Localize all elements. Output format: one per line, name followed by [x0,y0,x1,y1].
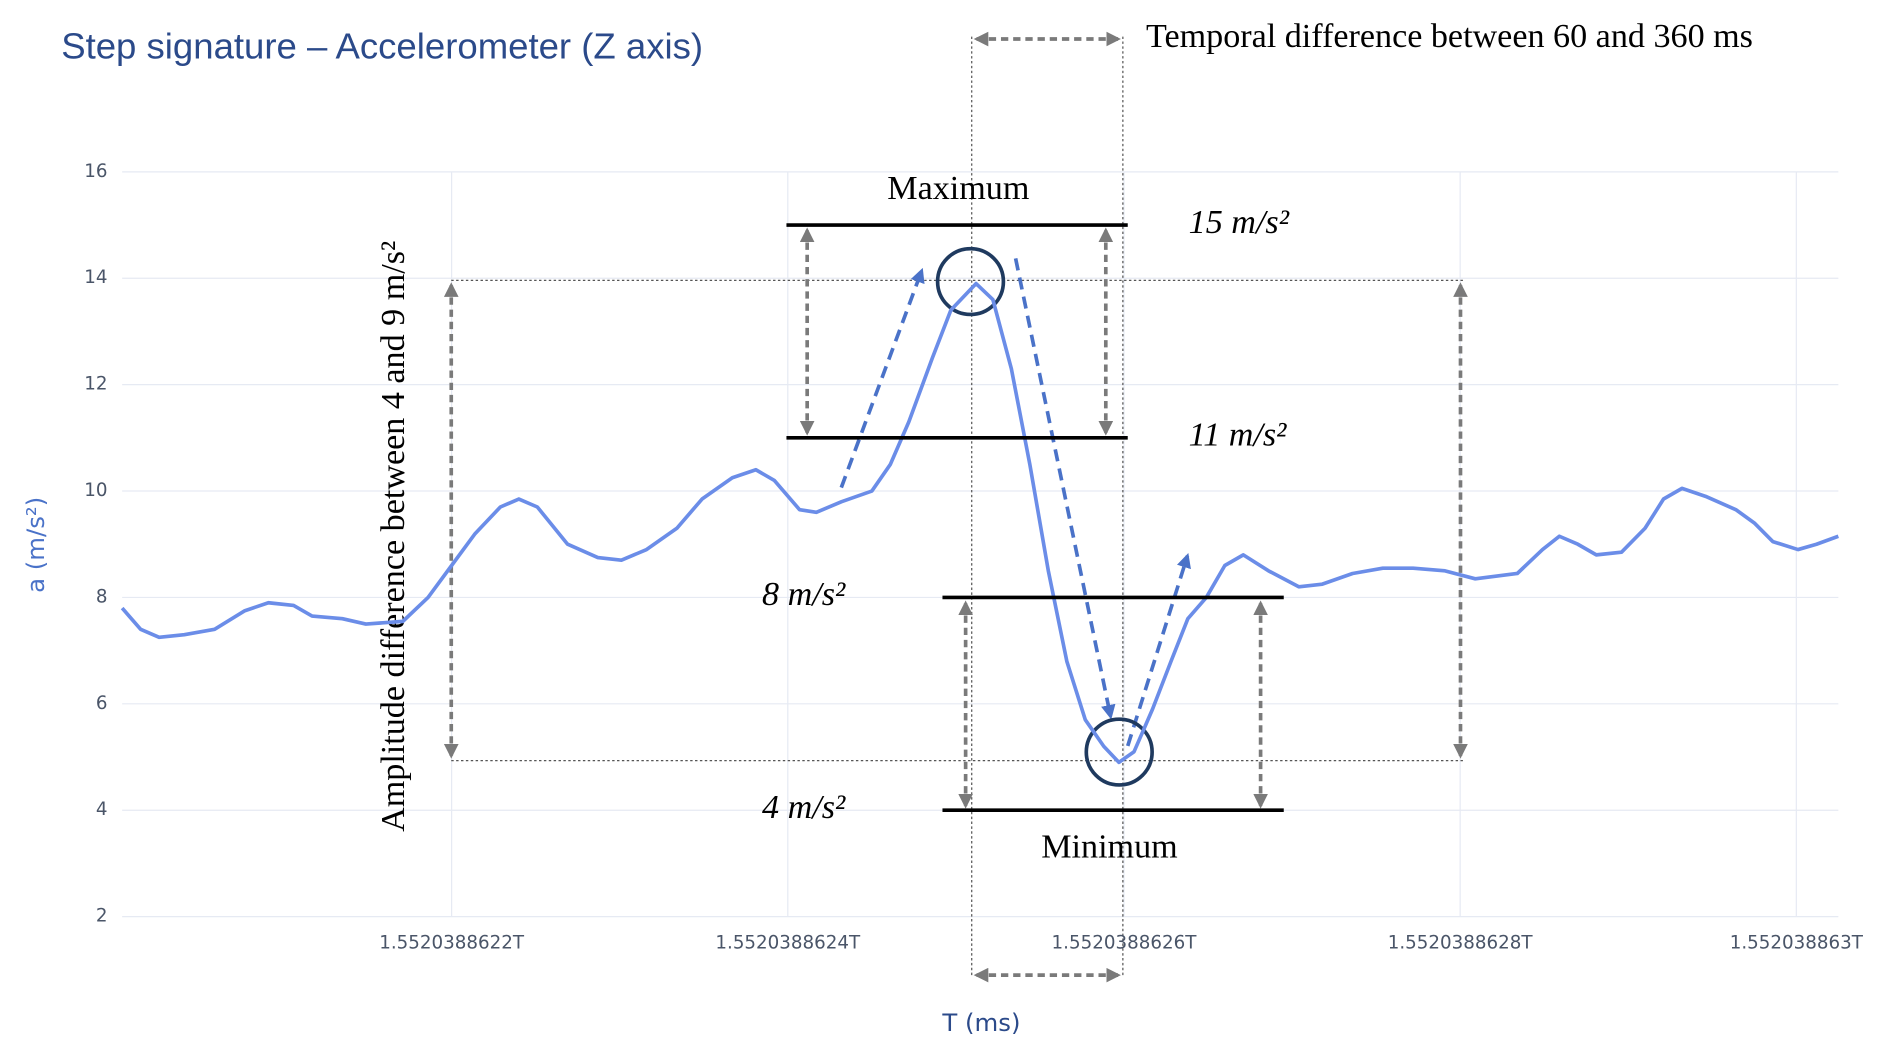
y-tick-label: 6 [96,693,108,714]
y-tick-label: 16 [84,161,107,182]
valley-circle [1084,717,1154,787]
y-tick-label: 2 [96,906,108,927]
x-tick-label: 1.5520388626T [1052,932,1198,953]
temporal-note: Temporal difference between 60 and 360 m… [1146,18,1753,55]
annotations [443,31,1468,983]
trend-arrow [1013,258,1116,720]
max-label: Maximum [887,170,1029,207]
x-tick-label: 1.5520388628T [1388,932,1534,953]
x-tick-label: 1.5520388624T [715,932,861,953]
trend-arrow [839,267,925,489]
x-tick-label: 1.552038863T [1730,932,1864,953]
chart-title: Step signature – Accelerometer (Z axis) [61,25,703,66]
y-tick-label: 4 [96,799,108,820]
y-tick-label: 14 [84,267,107,288]
x-axis-title: T (ms) [941,1008,1020,1037]
min-label: Minimum [1041,828,1177,865]
y-tick-label: 12 [84,374,107,395]
y-tick-label: 10 [84,480,107,501]
threshold-label: 8 m/s² [762,576,846,613]
amplitude-note: Amplitude difference between 4 and 9 m/s… [375,241,412,832]
threshold-label: 15 m/s² [1189,204,1290,241]
peak-circle [935,246,1006,317]
y-axis-title: a (m/s²) [21,497,50,593]
data-line [120,281,1839,765]
threshold-label: 11 m/s² [1189,417,1287,454]
x-tick-label: 1.5520388622T [379,932,525,953]
threshold-label: 4 m/s² [762,789,846,826]
trend-arrow [1125,553,1191,747]
y-tick-label: 8 [96,586,108,607]
